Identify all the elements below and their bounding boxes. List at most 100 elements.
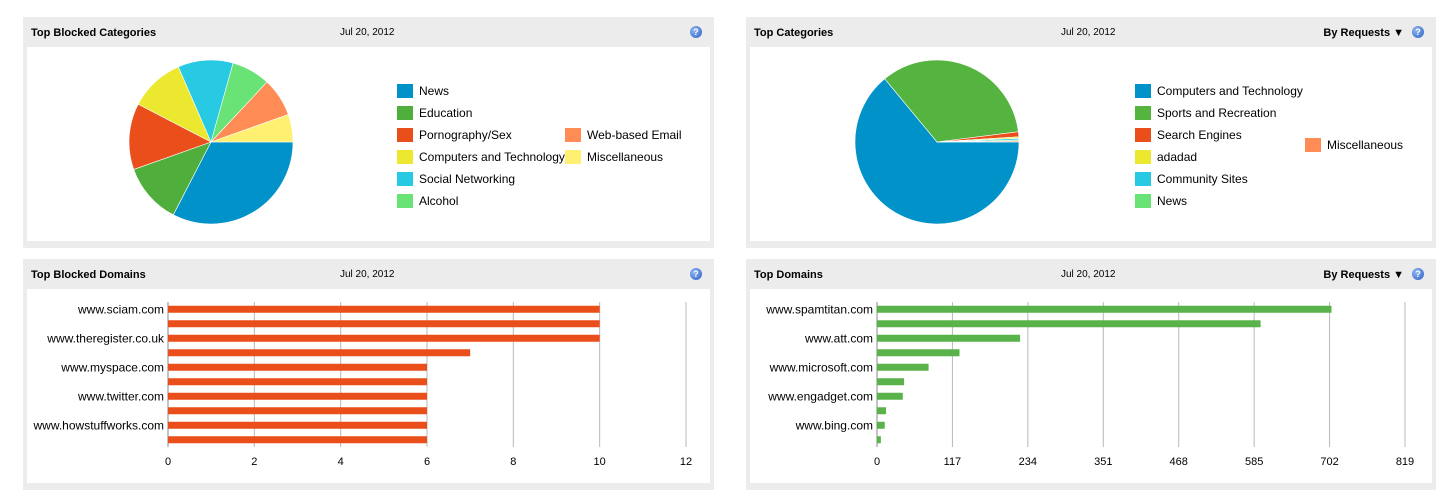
- top-blocked-categories-panel: Top Blocked Categories Jul 20, 2012 ? Ne…: [23, 17, 714, 248]
- bar[interactable]: [168, 407, 427, 415]
- bar-chart: 0 117 234 351 468 585 702 819 www.spamtitan.com w…: [750, 289, 1432, 483]
- bar-svg: 0 2 4 6 8 10 12 www.sciam.com www.theregister.co…: [33, 302, 692, 468]
- bar[interactable]: [877, 334, 1021, 342]
- bar[interactable]: [168, 436, 427, 444]
- legend-swatch: [1135, 105, 1151, 120]
- legend-swatch: [397, 105, 413, 120]
- bar-svg: 0 117 234 351 468 585 702 819 www.spamtitan.com w…: [765, 302, 1414, 468]
- bar[interactable]: [168, 392, 427, 400]
- x-tick-label: 351: [1094, 456, 1112, 468]
- bar[interactable]: [168, 378, 427, 386]
- bar[interactable]: [168, 349, 471, 357]
- x-tick-label: 4: [338, 456, 344, 468]
- pie-slice[interactable]: [936, 140, 1020, 143]
- panel-header: Top Domains Jul 20, 2012 By Requests ▼ ?: [746, 259, 1436, 289]
- pie-slice[interactable]: [172, 141, 294, 225]
- legend-item: Computers and Technology: [1135, 83, 1303, 98]
- bar[interactable]: [877, 305, 1332, 313]
- legend-item: Computers and Technology: [397, 149, 565, 164]
- y-tick-label: www.engadget.com: [767, 389, 873, 403]
- bar[interactable]: [168, 305, 600, 313]
- x-tick-label: 0: [874, 456, 880, 468]
- legend-swatch: [1135, 193, 1151, 208]
- top-categories-panel: Top Categories Jul 20, 2012 By Requests …: [746, 17, 1436, 248]
- legend-item: Community Sites: [1135, 171, 1248, 186]
- legend-swatch: [565, 149, 581, 164]
- bar[interactable]: [877, 436, 881, 444]
- panel-header: Top Categories Jul 20, 2012 By Requests …: [746, 17, 1436, 47]
- legend-item: Pornography/Sex: [397, 127, 512, 142]
- legend-item: Sports and Recreation: [1135, 105, 1276, 120]
- legend-swatch: [1135, 149, 1151, 164]
- legend-item: Miscellaneous: [1305, 137, 1403, 152]
- x-tick-label: 234: [1019, 456, 1037, 468]
- help-icon[interactable]: ?: [1412, 268, 1424, 280]
- legend-item: Social Networking: [397, 171, 515, 186]
- bar[interactable]: [877, 392, 903, 400]
- panel-date: Jul 20, 2012: [1061, 269, 1116, 280]
- x-tick-label: 468: [1170, 456, 1188, 468]
- panel-title: Top Blocked Categories: [31, 27, 157, 39]
- pie-svg: [128, 59, 294, 225]
- legend-label: Computers and Technology: [419, 149, 565, 164]
- legend-label: Education: [419, 105, 473, 120]
- x-tick-label: 10: [594, 456, 606, 468]
- legend-label: Alcohol: [419, 193, 459, 208]
- bar[interactable]: [877, 349, 960, 357]
- bar[interactable]: [168, 320, 600, 328]
- bar[interactable]: [877, 421, 885, 429]
- top-blocked-domains-panel: Top Blocked Domains Jul 20, 2012 ? 0 2 4 6 8…: [23, 259, 714, 490]
- bar[interactable]: [168, 334, 600, 342]
- bar[interactable]: [168, 363, 427, 371]
- bar[interactable]: [877, 378, 905, 386]
- y-tick-label: www.howstuffworks.com: [33, 418, 164, 432]
- legend-label: News: [1157, 193, 1188, 208]
- bar[interactable]: [877, 320, 1261, 328]
- x-tick-label: 819: [1396, 456, 1414, 468]
- legend-item: News: [1135, 193, 1187, 208]
- legend-item: adadad: [1135, 149, 1197, 164]
- y-tick-label: www.microsoft.com: [769, 360, 873, 374]
- legend-item: Alcohol: [397, 193, 458, 208]
- y-tick-label: www.sciam.com: [77, 302, 164, 316]
- panel-title: Top Blocked Domains: [31, 269, 146, 281]
- pie-slice[interactable]: [210, 114, 294, 143]
- y-tick-label: www.myspace.com: [60, 360, 164, 374]
- legend-label: adadad: [1157, 149, 1198, 164]
- panel-header: Top Blocked Categories Jul 20, 2012 ?: [23, 17, 714, 47]
- legend-item: Web-based Email: [565, 127, 682, 142]
- y-tick-label: www.twitter.com: [77, 389, 164, 403]
- legend-swatch: [397, 149, 413, 164]
- pie-slice[interactable]: [133, 141, 212, 216]
- help-icon[interactable]: ?: [1412, 26, 1424, 38]
- legend-label: Pornography/Sex: [419, 127, 512, 142]
- pie-chart: Computers and Technology Sports and Recre…: [750, 47, 1432, 241]
- bar[interactable]: [877, 363, 929, 371]
- legend-label: Miscellaneous: [1327, 137, 1404, 152]
- panel-title: Top Domains: [754, 269, 823, 281]
- legend-swatch: [397, 83, 413, 98]
- pie-slice[interactable]: [128, 103, 212, 170]
- panel-date: Jul 20, 2012: [340, 27, 395, 38]
- bar[interactable]: [168, 421, 427, 429]
- legend-swatch: [1135, 171, 1151, 186]
- bar[interactable]: [877, 407, 887, 415]
- legend-swatch: [397, 127, 413, 142]
- help-icon[interactable]: ?: [690, 268, 702, 280]
- pie-chart: News Education Pornography/Sex Computers an…: [27, 47, 710, 241]
- legend-label: Social Networking: [419, 171, 516, 186]
- help-icon[interactable]: ?: [690, 26, 702, 38]
- x-tick-label: 12: [680, 456, 692, 468]
- panel-title: Top Categories: [754, 27, 834, 39]
- panel-date: Jul 20, 2012: [1061, 27, 1116, 38]
- pie-slice[interactable]: [884, 59, 1019, 143]
- legend-item: Search Engines: [1135, 127, 1242, 142]
- panel-header: Top Blocked Domains Jul 20, 2012 ?: [23, 259, 714, 289]
- legend-label: News: [419, 83, 450, 98]
- pie-slice[interactable]: [854, 78, 1020, 225]
- legend-label: Sports and Recreation: [1157, 105, 1277, 120]
- sort-dropdown[interactable]: By Requests ▼: [1323, 27, 1404, 39]
- sort-dropdown[interactable]: By Requests ▼: [1323, 269, 1404, 281]
- x-tick-label: 702: [1320, 456, 1338, 468]
- x-tick-label: 6: [424, 456, 430, 468]
